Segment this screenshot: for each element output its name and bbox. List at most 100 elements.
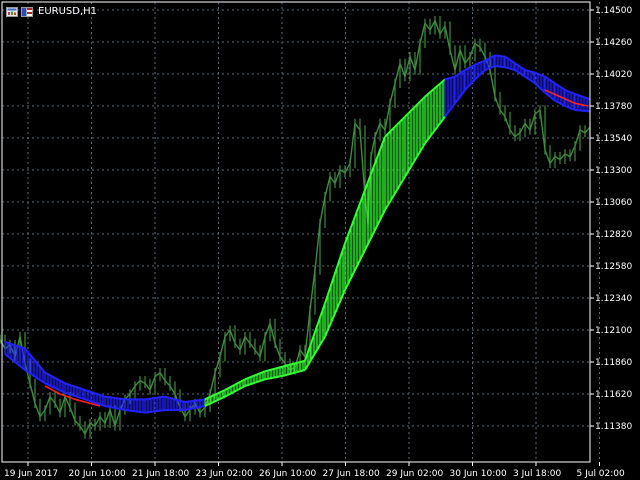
x-tick-label: 27 Jun 18:00 [323,469,380,479]
price-line-segment [29,383,36,404]
band-top-edge [514,62,526,71]
price-line-segment [234,342,241,351]
band-bottom-edge [524,75,536,85]
band-top-edge [504,55,516,65]
band-bottom-edge [64,391,86,401]
price-line-segment [564,153,571,158]
price-line-segment [74,420,81,427]
x-tick-label: 19 Jun 2017 [4,469,58,479]
band-bottom-edge [224,385,246,398]
price-line-segment [384,103,391,131]
price-line-segment [370,136,376,157]
price-line-segment [339,169,346,174]
band-top-edge [264,365,286,373]
price-line-segment [509,129,516,138]
price-line-segment [399,63,406,77]
price-line-segment [314,223,321,271]
price-line-segment [499,109,506,118]
price-line-segment [104,409,111,424]
x-tick-label: 21 Jun 18:00 [132,469,189,479]
band-bottom-edge [504,66,516,71]
price-line-segment [219,336,226,357]
chart-frame [1,1,591,463]
band-top-edge [534,71,546,78]
price-line-segment [349,123,356,164]
price-line-segment [249,342,256,351]
price-line-segment [539,109,546,151]
band-bottom-edge [494,65,506,69]
price-line-segment [69,407,76,421]
band-bottom-edge [424,116,446,144]
band-top-edge [564,89,576,95]
y-tick-label: 1.14500 [595,6,632,16]
price-line-segment [184,409,191,418]
band-bottom-edge [464,78,476,91]
price-line-segment [494,96,501,111]
indicator-red-line [44,89,589,407]
price-line-segment [534,109,541,115]
band-bottom-edge [304,336,326,371]
x-tick-label: 3 Jul 18:00 [513,469,562,479]
price-line-segment [109,409,116,427]
price-line-segment [49,396,56,404]
price-line-segment [419,23,426,44]
price-line-segment [409,56,416,71]
price-line-segment [24,363,31,384]
band-top-edge [454,69,466,78]
band-top-edge [184,398,206,403]
band-bottom-edge [144,409,166,414]
price-line-segment [579,129,586,134]
price-line-segment [84,423,91,435]
price-line-segment [64,396,71,408]
price-line-segment [524,122,531,131]
band-bottom-edge [364,209,386,251]
y-tick-label: 1.12820 [595,230,632,240]
band-bottom-edge [4,353,26,371]
price-line-segment [479,47,486,57]
band-top-edge [494,54,506,58]
price-line-segment [244,336,251,344]
price-line-segment [449,49,456,71]
price-line-segment [359,129,366,197]
band-top-edge [284,359,306,367]
band-top-edge [384,115,406,138]
price-line-segment [224,329,231,338]
price-line-segment [209,372,216,395]
price-line-segment [279,356,286,364]
price-line-segment [514,132,521,138]
band-top-edge [144,395,166,401]
chart-title-bar: EURUSD,H1 [6,5,97,19]
y-tick-label: 1.14020 [595,70,632,80]
price-line-segment [459,49,466,64]
price-line-segment [149,376,156,391]
price-line-segment [179,407,186,417]
price-line-segment [239,336,246,351]
band-top-edge [224,378,246,391]
price-line-segment [294,349,301,368]
band-top-edge [464,63,476,71]
price-line-segment [329,176,336,184]
y-tick-label: 1.13540 [595,134,632,144]
price-line-segment [134,380,141,387]
band-top-edge [44,371,66,385]
price-line-segment [584,126,591,134]
price-line-segment [519,123,526,133]
grid-lines [2,2,600,462]
price-line-segment [374,123,381,137]
band-bottom-edge [574,109,591,113]
y-tick-label: 1.12340 [595,294,632,304]
band-bottom-edge [484,65,496,71]
band-top-edge [484,54,496,62]
price-bars [0,16,591,439]
price-line-segment [154,372,161,378]
price-line-segment [259,336,266,357]
band-bottom-edge [184,405,206,411]
band-bottom-edge [534,82,546,94]
band-bottom-edge [124,409,146,414]
x-tick-label: 20 Jun 10:00 [69,469,126,479]
price-line-segment [394,63,401,84]
price-line-segment [469,43,476,57]
price-line-segment [304,309,311,357]
